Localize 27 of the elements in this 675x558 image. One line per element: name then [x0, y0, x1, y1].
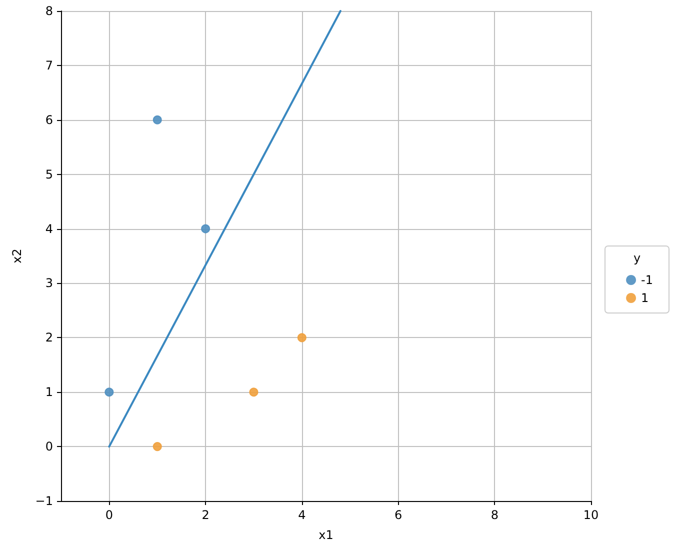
y-tick-label: 5: [45, 167, 53, 182]
x-tick-label: 2: [202, 508, 210, 522]
point: [201, 224, 210, 234]
point: [249, 388, 258, 397]
y-tick-label: −1: [35, 494, 53, 508]
x-tick-label: 8: [490, 508, 498, 522]
legend-label: 1: [641, 291, 649, 305]
x-axis-title: x1: [318, 528, 334, 542]
x-tick-label: 10: [583, 508, 599, 522]
point: [152, 442, 162, 452]
x-tick-label: 4: [298, 508, 306, 522]
legend-label: -1: [641, 273, 654, 287]
y-tick-label: 8: [45, 4, 53, 18]
point: [152, 115, 162, 124]
y-tick-label: 7: [45, 58, 53, 72]
x-tick-label: 6: [394, 508, 402, 522]
point: [297, 333, 306, 342]
y-tick-label: 3: [45, 276, 53, 290]
legend-title: y: [633, 251, 641, 265]
y-tick-label: 4: [45, 222, 53, 236]
point: [104, 388, 114, 397]
x-tick-label: 0: [105, 508, 113, 522]
y-tick-label: 6: [45, 112, 53, 127]
y-axis-title: x2: [10, 248, 24, 264]
y-tick-label: 2: [45, 330, 53, 345]
y-tick-label: 1: [45, 385, 53, 400]
y-tick-label: 0: [45, 440, 53, 454]
